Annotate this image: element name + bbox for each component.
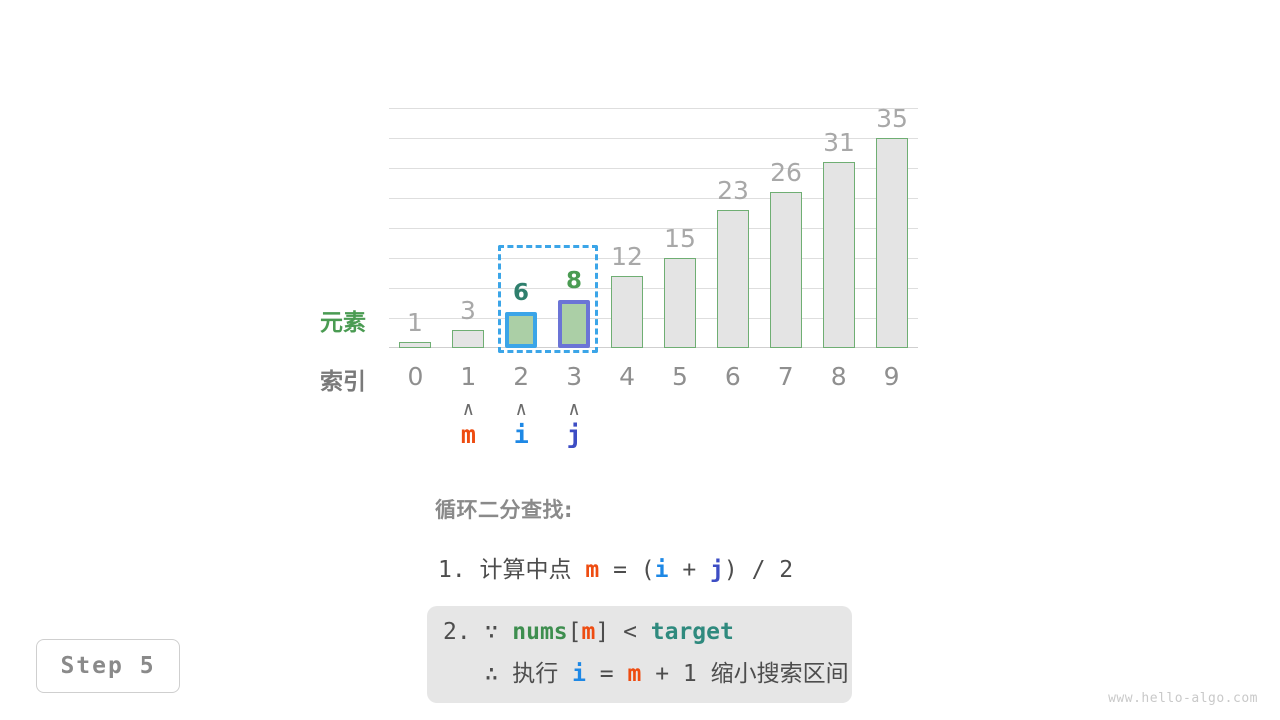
caption-step-1: 1. 计算中点 m = (i + j) / 2 xyxy=(438,550,905,584)
gridline xyxy=(389,198,918,199)
step1-eq: = ( xyxy=(599,557,655,583)
axis-baseline xyxy=(389,347,918,348)
gridline xyxy=(389,138,918,139)
bar-value-label: 35 xyxy=(876,104,908,133)
step2-bracket-close: ] xyxy=(595,619,610,645)
gridline xyxy=(389,258,918,259)
chart-bar xyxy=(611,276,643,348)
step2-prefix: 2. ∵ xyxy=(443,619,513,645)
pointer-caret-j: ∧ xyxy=(568,398,580,420)
step2-line2-prefix: ∴ 执行 xyxy=(443,661,573,687)
step1-prefix: 1. 计算中点 xyxy=(438,557,586,583)
caption-step-2: 2. ∵ nums[m] < target ∴ 执行 i = m + 1 缩小搜… xyxy=(427,606,852,703)
bar-value-label: 3 xyxy=(460,296,476,325)
step2-var-m2: m xyxy=(627,661,642,687)
step1-var-m: m xyxy=(585,557,600,583)
index-label-0: 0 xyxy=(407,362,424,391)
bar-value-label: 1 xyxy=(407,308,423,337)
step2-lt: < xyxy=(609,619,651,645)
step2-var-m: m xyxy=(581,619,596,645)
axis-label-index: 索引 xyxy=(320,369,366,395)
bar-chart: 1 3 6 8 12 15 23 26 31 35 xyxy=(389,104,918,348)
caption-title: 循环二分查找: xyxy=(435,498,573,522)
bar-value-label: 8 xyxy=(565,268,582,294)
watermark: www.hello-algo.com xyxy=(1108,691,1258,706)
bar-value-label: 12 xyxy=(611,242,643,271)
step-badge: Step 5 xyxy=(36,639,180,693)
pointer-caret-m: ∧ xyxy=(462,398,475,420)
search-range-box xyxy=(498,245,598,353)
index-label-7: 7 xyxy=(777,362,794,391)
chart-bar xyxy=(558,300,590,348)
chart-bar xyxy=(717,210,749,348)
index-label-3: 3 xyxy=(566,362,583,391)
pointer-label-m: m xyxy=(460,420,476,449)
step1-var-j: j xyxy=(710,557,724,583)
step2-assign: = xyxy=(585,661,628,687)
step2-line2-suffix: 缩小搜索区间 xyxy=(710,661,849,687)
chart-bar xyxy=(823,162,855,348)
pointer-label-i: i xyxy=(513,420,529,449)
chart-bar xyxy=(876,138,908,348)
bar-value-label: 26 xyxy=(770,158,802,187)
step1-suffix: ) / 2 xyxy=(723,557,794,583)
pointer-caret-i: ∧ xyxy=(515,398,527,420)
index-label-9: 9 xyxy=(883,362,900,391)
index-label-1: 1 xyxy=(460,362,477,391)
chart-bar xyxy=(664,258,696,348)
pointer-label-j: j xyxy=(566,420,582,449)
index-label-2: 2 xyxy=(513,362,530,391)
axis-label-element: 元素 xyxy=(320,310,366,336)
gridline xyxy=(389,288,918,289)
step2-var-i: i xyxy=(572,661,586,687)
step2-line-2: ∴ 执行 i = m + 1 缩小搜索区间 xyxy=(443,654,849,688)
chart-bar xyxy=(770,192,802,348)
step2-nums: nums xyxy=(512,619,568,645)
gridline xyxy=(389,318,918,319)
bar-value-label: 31 xyxy=(823,128,855,157)
index-label-6: 6 xyxy=(724,362,741,391)
index-label-4: 4 xyxy=(619,362,635,391)
caption-block: 循环二分查找: 1. 计算中点 m = (i + j) / 2 2. ∵ num… xyxy=(427,494,905,703)
step2-plus-one: + 1 xyxy=(641,661,711,687)
step1-var-i: i xyxy=(654,557,669,583)
bar-value-label: 15 xyxy=(664,224,696,253)
step2-line-1: 2. ∵ nums[m] < target xyxy=(443,619,836,645)
chart-bar xyxy=(399,342,431,348)
chart-bar xyxy=(452,330,484,348)
chart-bar xyxy=(505,312,537,348)
step2-bracket-open: [ xyxy=(567,619,582,645)
index-label-5: 5 xyxy=(671,362,688,391)
index-label-8: 8 xyxy=(830,362,847,391)
step1-plus: + xyxy=(668,557,711,583)
step2-target: target xyxy=(650,619,734,645)
gridline xyxy=(389,228,918,229)
bar-value-label: 6 xyxy=(512,280,529,306)
gridline xyxy=(389,168,918,169)
bar-value-label: 23 xyxy=(717,176,749,205)
gridline xyxy=(389,108,918,109)
